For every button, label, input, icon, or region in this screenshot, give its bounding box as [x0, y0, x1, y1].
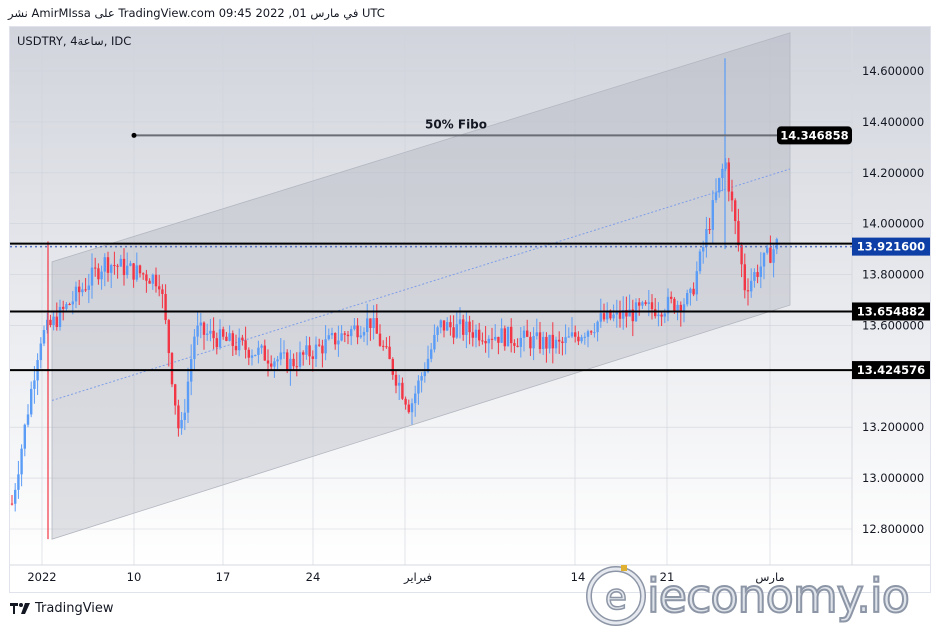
svg-text:e: e: [605, 577, 627, 618]
svg-text:12.800000: 12.800000: [862, 522, 924, 536]
svg-text:13.600000: 13.600000: [862, 318, 924, 332]
horizontal-levels[interactable]: [10, 242, 852, 372]
svg-text:14: 14: [571, 570, 586, 584]
svg-text:24: 24: [306, 570, 321, 584]
svg-text:13.000000: 13.000000: [862, 471, 924, 485]
svg-text:2022: 2022: [27, 570, 56, 584]
publish-header: نشر AmirMIssa على TradingView.com 09:45 …: [8, 6, 385, 20]
pane-background: [10, 27, 852, 565]
svg-text:14.200000: 14.200000: [862, 166, 924, 180]
svg-text:مارس: مارس: [755, 570, 784, 585]
fibo-anchor-handle[interactable]: [131, 132, 137, 138]
ieconomy-logo-icon: e: [586, 565, 646, 626]
symbol-legend[interactable]: USDTRY, 4ساعة, IDC: [17, 34, 132, 48]
svg-text:13.424576: 13.424576: [857, 363, 925, 377]
svg-text:13.800000: 13.800000: [862, 268, 924, 282]
svg-text:14.400000: 14.400000: [862, 115, 924, 129]
svg-text:17: 17: [216, 570, 231, 584]
svg-text:21: 21: [660, 570, 675, 584]
y-tick-labels: 14.600000 14.400000 14.200000 14.000000 13.8…: [862, 64, 924, 536]
fibo-label: 50% Fibo: [425, 117, 487, 131]
price-axis[interactable]: [852, 27, 930, 565]
price-labels: 14.346858 13.921600 13.654882 13.424576: [777, 126, 930, 380]
chart-frame: [9, 26, 931, 593]
candles: [10, 58, 778, 540]
watermark-text: ieconomy.io: [646, 569, 911, 623]
tradingview-logo[interactable]: TradingView: [10, 601, 114, 616]
ieconomy-watermark: e ieconomy.io: [585, 565, 911, 627]
channel-midline: [51, 168, 791, 401]
svg-text:13.921600: 13.921600: [857, 240, 925, 254]
svg-text:فبراير: فبراير: [403, 570, 432, 585]
tradingview-brand: TradingView: [35, 601, 114, 616]
parallel-channel[interactable]: [51, 32, 791, 540]
svg-text:13.654882: 13.654882: [857, 304, 925, 318]
svg-text:10: 10: [127, 570, 142, 584]
svg-text:14.346858: 14.346858: [780, 128, 848, 142]
svg-text:13.200000: 13.200000: [862, 420, 924, 434]
svg-text:14.600000: 14.600000: [862, 64, 924, 78]
tradingview-logo-icon: [10, 603, 30, 614]
x-tick-labels: 2022 10 17 24 فبراير 14 21 مارس: [27, 570, 784, 585]
svg-text:14.000000: 14.000000: [862, 217, 924, 231]
